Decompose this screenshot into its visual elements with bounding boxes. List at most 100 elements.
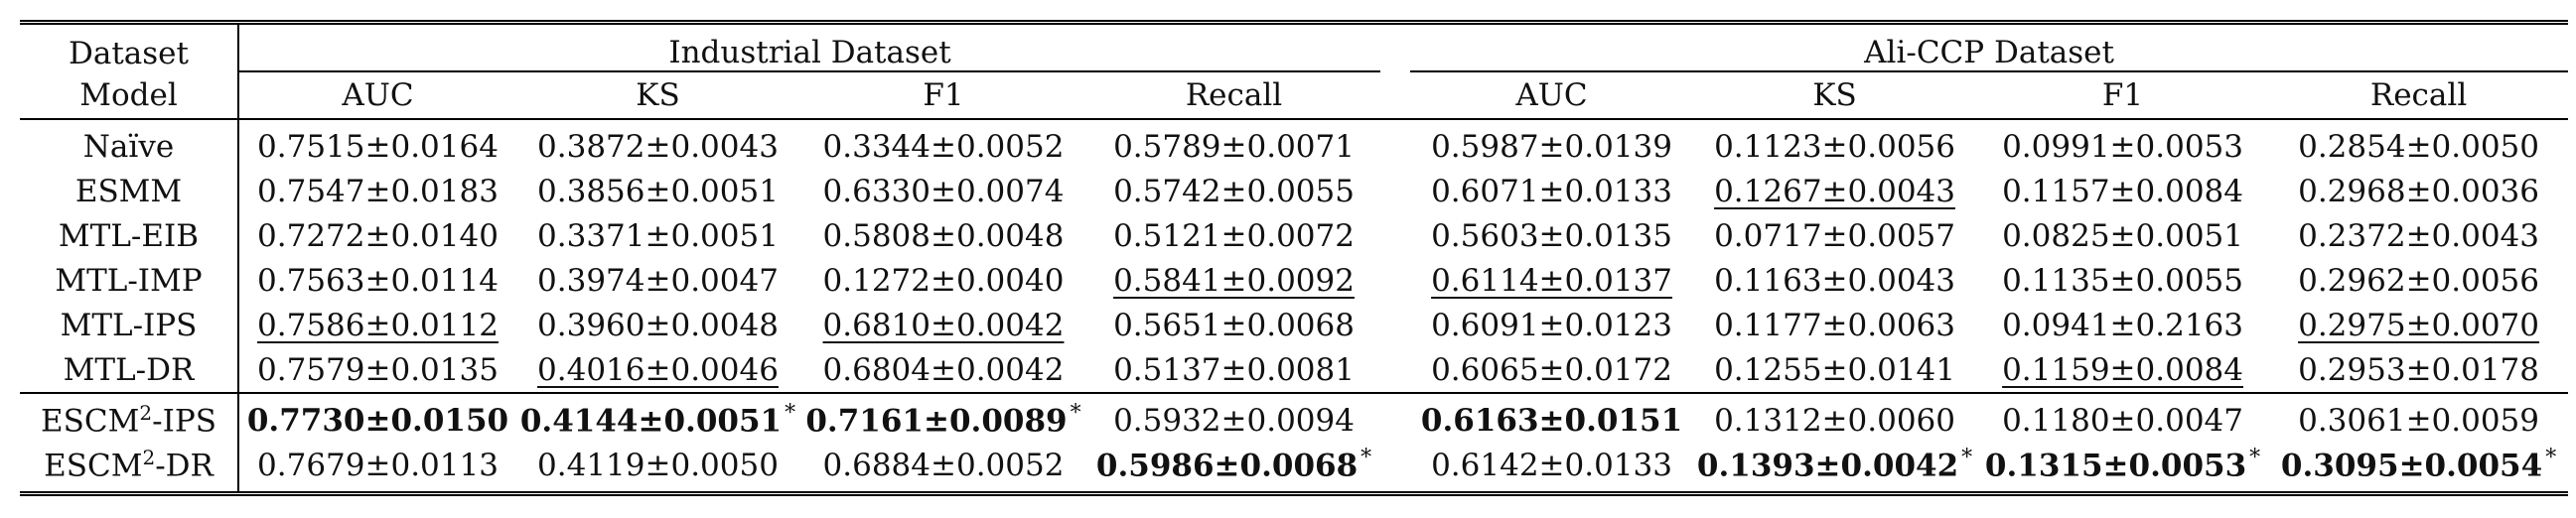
metric-value-cell: 0.4144±0.0051 *: [516, 392, 799, 443]
metric-value: 0.1255±0.0141: [1714, 351, 1955, 388]
metric-value-cell: 0.2372±0.0043: [2269, 213, 2568, 258]
table-row: MTL-DR 0.7579±0.0135 0.4016±0.0046 0.6804±0…: [20, 347, 2568, 393]
model-name-superscript: 2: [139, 401, 153, 426]
metric-value: 0.6065±0.0172: [1431, 351, 1672, 388]
metric-header: Recall: [2369, 77, 2468, 113]
metric-value-cell: 0.5789±0.0071: [1087, 118, 1381, 169]
metric-value-cell: 0.1135±0.0055: [1976, 258, 2269, 303]
metric-value: 0.3344±0.0052: [822, 128, 1065, 165]
group-gap: [1380, 392, 1411, 443]
metric-value: 0.3872±0.0043: [537, 128, 779, 165]
table-row: MTL-EIB 0.7272±0.0140 0.3371±0.0051 0.5808±…: [20, 213, 2568, 258]
metric-value-cell: 0.0825±0.0051: [1976, 213, 2269, 258]
metric-value: 0.6091±0.0123: [1431, 307, 1672, 343]
model-header-label: Model: [20, 71, 239, 119]
metric-value: 0.7679±0.0113: [257, 447, 499, 483]
significance-marker: *: [2545, 446, 2557, 471]
metric-value-cell: 0.5986±0.0068 *: [1087, 443, 1381, 496]
metric-value: 0.7563±0.0114: [257, 262, 499, 299]
metric-header: AUC: [1515, 77, 1588, 113]
metric-value-cell: 0.1177±0.0063: [1693, 303, 1976, 347]
metric-value-cell: 0.1163±0.0043: [1693, 258, 1976, 303]
metric-value: 0.2975±0.0070: [2298, 307, 2540, 343]
model-name: ESMM: [20, 169, 239, 213]
metric-value-cell: 0.6804±0.0042: [799, 347, 1087, 393]
metric-value-cell: 0.6071±0.0133: [1410, 169, 1693, 213]
table-row: ESCM2-DR 0.7679±0.0113 0.4119±0.0050 0.6884…: [20, 443, 2569, 496]
metric-value: 0.6804±0.0042: [822, 351, 1065, 388]
metric-value-cell: 0.1159±0.0084: [1976, 347, 2269, 393]
metric-value-cell: 0.1393±0.0042 *: [1693, 443, 1977, 496]
group-gap: [1380, 443, 1411, 496]
metric-value-cell: 0.7563±0.0114: [238, 258, 516, 303]
metric-value: 0.3371±0.0051: [537, 217, 779, 254]
metric-value: 0.6142±0.0133: [1431, 447, 1672, 483]
significance-marker: *: [785, 401, 796, 427]
metric-value-cell: 0.5932±0.0094: [1087, 392, 1381, 443]
metric-value: 0.7161±0.0089: [805, 403, 1068, 440]
metric-value: 0.6884±0.0052: [822, 447, 1065, 483]
metric-value: 0.2372±0.0043: [2298, 217, 2540, 254]
metric-value-cell: 0.0941±0.2163: [1976, 303, 2269, 347]
metric-value-cell: 0.6065±0.0172: [1410, 347, 1693, 393]
metric-value: 0.5651±0.0068: [1113, 307, 1355, 343]
model-name: MTL-EIB: [20, 213, 239, 258]
metric-value: 0.2854±0.0050: [2298, 128, 2540, 165]
metric-value: 0.0941±0.2163: [2002, 307, 2243, 343]
metric-value-cell: 0.6330±0.0074: [799, 169, 1087, 213]
metric-value-cell: 0.3974±0.0047: [516, 258, 799, 303]
metric-value-cell: 0.2962±0.0056: [2269, 258, 2568, 303]
metric-value-cell: 0.5651±0.0068: [1087, 303, 1380, 347]
metric-value: 0.5986±0.0068: [1095, 448, 1359, 484]
metric-value: 0.1180±0.0047: [2002, 402, 2243, 439]
metric-value: 0.7547±0.0183: [257, 173, 499, 209]
metric-header: KS: [636, 77, 680, 113]
metric-header: Recall: [1185, 77, 1283, 113]
metric-value-cell: 0.1180±0.0047: [1976, 392, 2270, 443]
metric-value: 0.1157±0.0084: [2002, 173, 2243, 209]
metric-value: 0.3974±0.0047: [537, 262, 779, 299]
metric-value-cell: 0.1255±0.0141: [1693, 347, 1976, 393]
metric-value: 0.4119±0.0050: [537, 447, 779, 483]
metric-value-cell: 0.2975±0.0070: [2269, 303, 2568, 347]
metric-value-cell: 0.2953±0.0178: [2269, 347, 2568, 393]
metric-value-cell: 0.0991±0.0053: [1976, 118, 2270, 169]
metric-value-cell: 0.1272±0.0040: [799, 258, 1087, 303]
metric-value: 0.2962±0.0056: [2298, 262, 2540, 299]
table-row: ESCM2-IPS 0.7730±0.0150 0.4144±0.0051 * 0.71…: [20, 392, 2569, 443]
model-name: Naïve: [20, 118, 239, 169]
metric-value: 0.6163±0.0151: [1420, 402, 1683, 439]
metric-value-cell: 0.2968±0.0036: [2269, 169, 2568, 213]
metric-value: 0.1135±0.0055: [2002, 262, 2243, 299]
metric-value: 0.3960±0.0048: [537, 307, 779, 343]
metric-value-cell: 0.4016±0.0046: [516, 347, 799, 393]
metric-value-cell: 0.5603±0.0135: [1410, 213, 1693, 258]
ali-ccp-dataset-header: Ali-CCP Dataset: [1410, 20, 2569, 72]
metric-value: 0.4144±0.0051: [519, 403, 783, 440]
metric-header: KS: [1812, 77, 1857, 113]
metric-value-cell: 0.5121±0.0072: [1087, 213, 1380, 258]
metric-value: 0.5742±0.0055: [1113, 173, 1355, 209]
metric-value: 0.1123±0.0056: [1714, 128, 1955, 165]
industrial-dataset-header: Industrial Dataset: [238, 20, 1381, 72]
metric-value-cell: 0.6884±0.0052: [799, 443, 1087, 496]
metric-value: 0.1315±0.0053: [1984, 448, 2247, 484]
metric-value-cell: 0.3344±0.0052: [799, 118, 1087, 169]
metric-value-cell: 0.1267±0.0043: [1693, 169, 1976, 213]
metric-value: 0.3856±0.0051: [537, 173, 779, 209]
metric-header: F1: [2101, 77, 2144, 113]
metric-value: 0.6810±0.0042: [822, 307, 1065, 343]
metric-value: 0.4016±0.0046: [537, 351, 779, 388]
results-table-container: Dataset Industrial Dataset Ali-CCP Datas…: [20, 20, 2569, 496]
metric-value-cell: 0.5742±0.0055: [1087, 169, 1380, 213]
model-name: MTL-IMP: [20, 258, 239, 303]
table-row: MTL-IMP 0.7563±0.0114 0.3974±0.0047 0.1272±…: [20, 258, 2568, 303]
metric-value: 0.1159±0.0084: [2002, 351, 2243, 388]
metric-value: 0.6114±0.0137: [1431, 262, 1672, 299]
metric-value-cell: 0.1157±0.0084: [1976, 169, 2269, 213]
model-name: ESCM2-DR: [20, 443, 239, 496]
metric-value-cell: 0.2854±0.0050: [2269, 118, 2569, 169]
metric-value: 0.6330±0.0074: [822, 173, 1065, 209]
metric-value: 0.5137±0.0081: [1113, 351, 1355, 388]
group-gap: [1380, 118, 1411, 169]
